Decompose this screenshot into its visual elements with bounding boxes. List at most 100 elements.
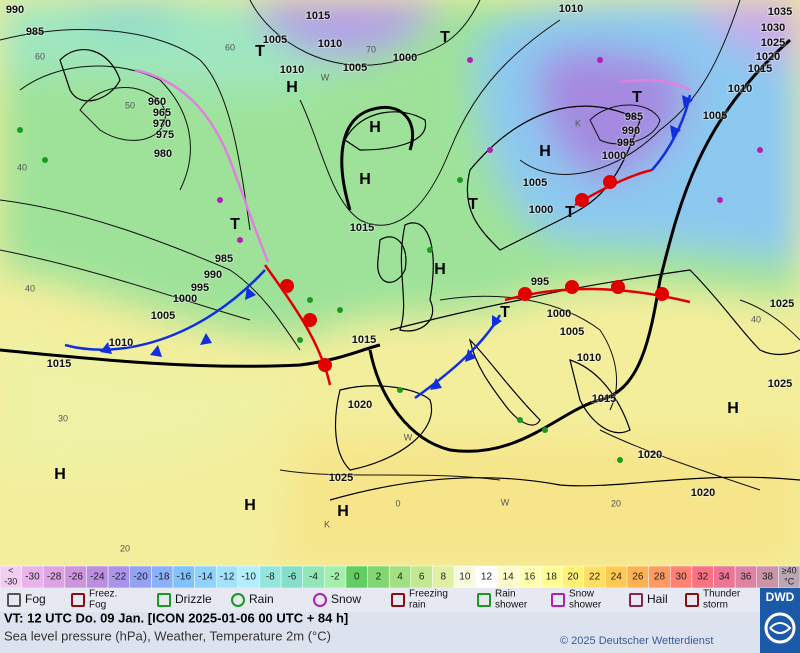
scale-label: -14 [198,572,213,583]
pressure-label: 1015 [306,10,330,22]
isotherm-label: K [324,519,330,529]
scale-label: 4 [397,572,403,583]
pressure-label: 1010 [728,83,752,95]
scale-label: -6 [287,572,296,583]
scale-label: -24 [90,572,105,583]
pressure-label: 965 [153,107,171,119]
pressure-label: 975 [156,129,174,141]
pressure-center: T [230,216,240,233]
pressure-label: 1000 [547,308,571,320]
weather-symbols [17,57,763,463]
scale-label: -10 [241,572,256,583]
pressure-center: T [565,204,575,221]
pressure-label: 990 [204,269,222,281]
pressure-center: H [434,261,446,278]
scale-label: 10 [459,572,471,583]
legend-label: rain [409,600,426,611]
pressure-label: 1000 [529,204,553,216]
legend-label: Snow [569,589,595,600]
chart-description: Sea level pressure (hPa), Weather, Tempe… [4,628,331,643]
isotherm-label: 60 [35,51,45,61]
pressure-label: 1020 [756,51,780,63]
pressure-label: 1020 [348,399,372,411]
legend-icon [391,593,405,607]
pressure-label: 990 [6,4,24,16]
scale-label: -20 [133,572,148,583]
scale-label: 8 [440,572,446,583]
pressure-label: 1035 [768,6,792,18]
scale-label: 24 [611,572,623,583]
isotherm-label: 50 [125,100,135,110]
scale-label: -16 [177,572,192,583]
scale-label: 12 [481,572,493,583]
legend-icon [231,593,245,607]
pressure-label: 1025 [761,37,785,49]
copyright: © 2025 Deutscher Wetterdienst [560,635,713,647]
scale-label: 36 [740,572,752,583]
pressure-label: 985 [215,253,233,265]
isobars [0,0,800,491]
scale-label: 30 [676,572,688,583]
isotherm-label: W [404,432,413,442]
pressure-label: 1020 [691,487,715,499]
pressure-label: 960 [148,96,166,108]
footer: VT: 12 UTC Do. 09 Jan. [ICON 2025-01-06 … [4,588,800,653]
scale-label: 20 [567,572,579,583]
scale-label: 6 [419,572,425,583]
legend-icon [629,593,643,607]
legend-label: Hail [647,592,668,606]
valid-time: VT: 12 UTC Do. 09 Jan. [ICON 2025-01-06 … [4,610,348,625]
pressure-label: 1000 [173,293,197,305]
highlighted-isobars [0,38,791,453]
scale-label: -2 [331,572,340,583]
legend-icon [551,593,565,607]
pressure-center: H [369,119,381,136]
legend-label: Snow [331,592,361,606]
isotherm-label: 40 [25,283,35,293]
isotherm-label: 30 [58,413,68,423]
scale-label: 22 [589,572,601,583]
scale-label: -30 [25,572,40,583]
pressure-label: 985 [26,26,44,38]
pressure-label: 995 [191,282,209,294]
pressure-label: 1010 [280,64,304,76]
scale-label: 26 [632,572,644,583]
pressure-label: 970 [153,118,171,130]
isotherm-label: W [321,72,330,82]
pressure-label: 1010 [577,352,601,364]
pressure-center: H [727,400,739,417]
legend-icon [157,593,171,607]
legend-icon [71,593,85,607]
scale-label: 38 [762,572,774,583]
pressure-label: 1005 [263,34,287,46]
pressure-center: T [255,43,265,60]
legend-label: shower [569,600,602,611]
legend-label: Fog [25,592,46,606]
pressure-center: T [500,304,510,321]
scale-label: 16 [524,572,536,583]
pressure-label: 995 [531,276,549,288]
pressure-label: 995 [617,137,635,149]
pressure-center: H [337,503,349,520]
pressure-label: 985 [625,111,643,123]
pressure-label: 990 [622,125,640,137]
pressure-center: T [632,89,642,106]
isotherm-label: 40 [17,162,27,172]
pressure-label: 1005 [151,310,175,322]
temperature-scale: <-30 -30 -28 -26 -24 -22 -20 -18 -16 -14 -12 -10 -8-… [0,565,800,589]
pressure-center: H [539,143,551,160]
isotherm-label: K [575,118,581,128]
scale-label: -26 [68,572,83,583]
isotherm-label: 70 [366,44,376,54]
pressure-label: 1015 [350,222,374,234]
pressure-label: 1005 [703,110,727,122]
pressure-label: 1025 [770,298,794,310]
pressure-label: 1000 [393,52,417,64]
scale-label: ≥40 [782,565,797,575]
legend-background [0,588,760,612]
legend-label: storm [703,600,728,611]
scale-label: -8 [266,572,275,583]
isotherm-label: 20 [120,543,130,553]
pressure-label: 1010 [559,3,583,15]
